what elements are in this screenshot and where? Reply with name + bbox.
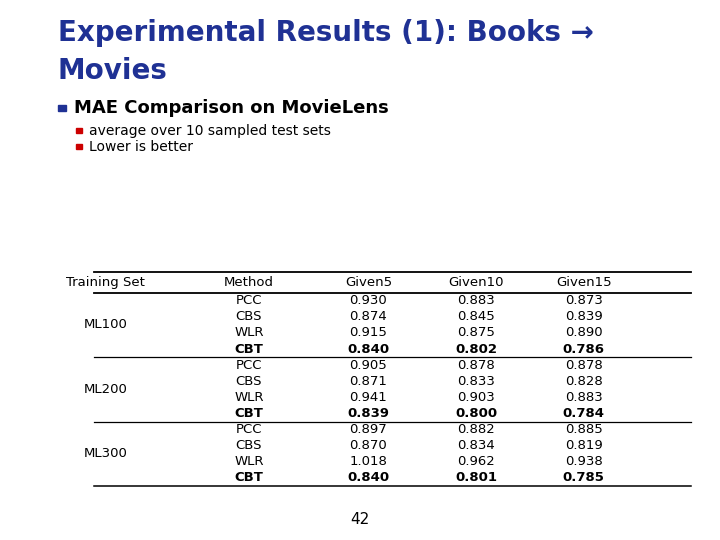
Text: 0.941: 0.941 [350,391,387,404]
Text: Training Set: Training Set [66,276,145,289]
Text: CBT: CBT [235,342,264,355]
Text: 0.839: 0.839 [348,407,390,420]
Text: CBS: CBS [235,310,262,323]
Text: average over 10 sampled test sets: average over 10 sampled test sets [89,124,331,138]
Text: Given5: Given5 [345,276,392,289]
Text: 0.840: 0.840 [348,471,390,484]
Text: CBT: CBT [235,471,264,484]
Text: ML300: ML300 [84,447,127,460]
Text: 0.874: 0.874 [350,310,387,323]
Text: MAE Comparison on MovieLens: MAE Comparison on MovieLens [74,99,389,117]
Text: 0.873: 0.873 [564,294,603,307]
Text: 0.885: 0.885 [564,423,603,436]
Text: 0.875: 0.875 [457,327,495,340]
Text: 0.828: 0.828 [564,375,603,388]
Text: 0.903: 0.903 [457,391,495,404]
Text: 0.890: 0.890 [564,327,603,340]
Text: 0.784: 0.784 [562,407,605,420]
Text: 0.962: 0.962 [457,455,495,468]
Text: 0.930: 0.930 [350,294,387,307]
Text: CBS: CBS [235,375,262,388]
Text: 1.018: 1.018 [349,455,387,468]
Text: 0.905: 0.905 [350,359,387,372]
Text: PCC: PCC [235,359,262,372]
Text: 0.871: 0.871 [349,375,387,388]
Text: 0.845: 0.845 [457,310,495,323]
Text: WLR: WLR [234,391,264,404]
Text: Given10: Given10 [449,276,504,289]
Text: 0.938: 0.938 [564,455,603,468]
Text: 0.786: 0.786 [562,342,605,355]
Text: Movies: Movies [58,57,168,85]
Text: 0.840: 0.840 [348,342,390,355]
Text: 0.878: 0.878 [564,359,603,372]
Text: Lower is better: Lower is better [89,140,193,154]
Text: 0.801: 0.801 [455,471,497,484]
Text: CBS: CBS [235,439,262,452]
Text: 0.883: 0.883 [564,391,603,404]
Text: 0.883: 0.883 [457,294,495,307]
Text: 0.882: 0.882 [457,423,495,436]
Text: PCC: PCC [235,294,262,307]
Text: 42: 42 [351,511,369,526]
Text: 0.800: 0.800 [455,407,497,420]
Text: ML100: ML100 [84,319,127,332]
Text: 0.870: 0.870 [350,439,387,452]
Text: 0.878: 0.878 [457,359,495,372]
Text: ML200: ML200 [84,383,127,396]
Text: WLR: WLR [234,455,264,468]
Text: WLR: WLR [234,327,264,340]
Text: 0.833: 0.833 [457,375,495,388]
Text: 0.839: 0.839 [564,310,603,323]
Text: 0.819: 0.819 [564,439,603,452]
Text: Given15: Given15 [556,276,611,289]
Text: 0.897: 0.897 [350,423,387,436]
Text: Experimental Results (1): Books →: Experimental Results (1): Books → [58,19,593,47]
Text: PCC: PCC [235,423,262,436]
Text: CBT: CBT [235,407,264,420]
Text: 0.834: 0.834 [457,439,495,452]
Text: Method: Method [224,276,274,289]
Text: 0.802: 0.802 [455,342,497,355]
Text: 0.915: 0.915 [349,327,387,340]
Text: 0.785: 0.785 [563,471,605,484]
